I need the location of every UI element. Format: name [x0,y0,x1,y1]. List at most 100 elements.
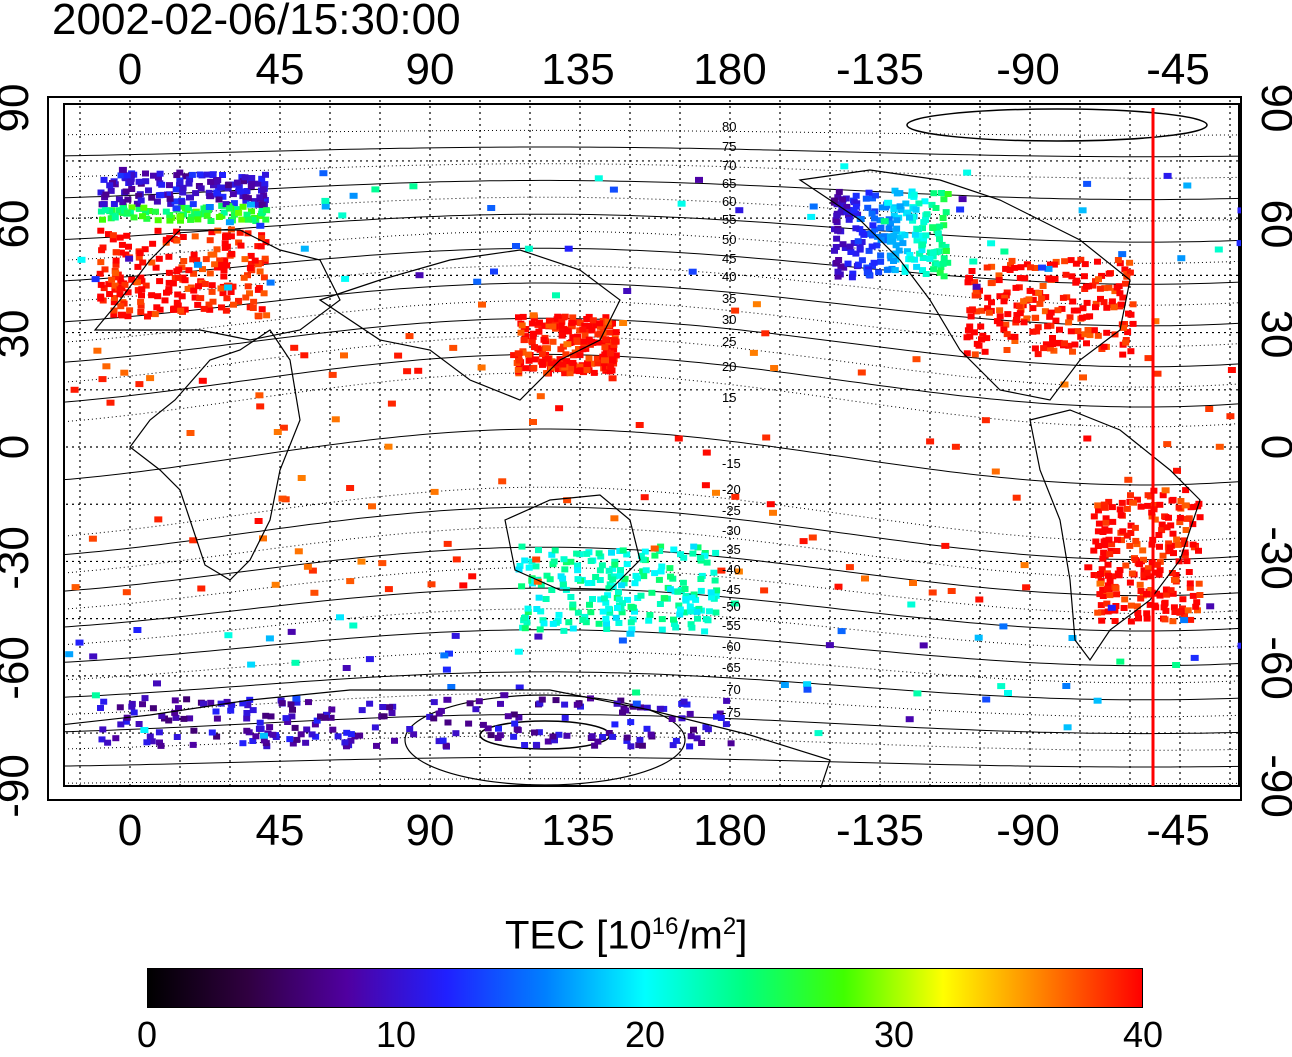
tec-cell [885,225,893,232]
tec-cell [242,197,250,204]
tec-cell [702,616,710,623]
tec-cell [289,706,296,713]
left-lat-label: -30 [0,526,38,590]
tec-cell [534,633,543,640]
tec-cell [1189,592,1197,599]
tec-cell [942,243,950,250]
tec-cell [698,740,706,746]
tec-cell [579,326,587,333]
tec-cell [963,350,971,357]
tec-cell [313,717,321,724]
tec-cell [701,552,709,559]
bottom-lon-label: 180 [693,806,766,855]
tec-cell [528,558,536,565]
contour-label: -55 [722,618,741,633]
tec-cell [936,236,943,243]
tec-cell [135,192,143,199]
tec-cell [125,243,132,250]
tec-cell [179,234,187,240]
tec-cell [1103,329,1111,336]
tec-cell [803,681,812,688]
tec-cell [173,228,181,235]
tec-cell [608,375,617,382]
tec-cell [858,239,866,245]
tec-cell [988,299,995,306]
tec-cell [515,566,523,573]
tec-cell [1116,290,1124,297]
contour-label: -45 [722,582,741,597]
tec-cell [1100,343,1108,350]
tec-cell [667,573,674,580]
tec-cell [99,726,107,733]
tec-cell [259,186,267,193]
tec-cell [846,243,854,250]
tec-cell [1068,273,1076,280]
tec-cell [606,350,614,357]
tec-cell [189,201,197,208]
tec-cell [551,547,559,554]
tec-cell [1029,296,1037,303]
tec-cell [555,405,564,412]
tec-cell [941,542,950,549]
tec-cell [263,207,271,214]
tec-cell [380,713,388,720]
tec-cell [890,258,897,264]
tec-cell [1137,588,1145,594]
tec-cell [1000,298,1008,305]
tec-cell [533,742,541,749]
tec-cell [627,743,635,750]
tec-cell [1126,542,1134,549]
tec-cell [1165,548,1173,555]
tec-cell [1118,251,1127,258]
tec-cell [256,194,264,201]
tec-cell [427,581,436,588]
tec-cell [1120,605,1128,611]
tec-cell [915,232,923,239]
tec-cell [1119,294,1127,301]
tec-cell [922,232,930,239]
tec-cell [551,737,558,744]
tec-cell [930,190,938,197]
tec-cell [956,206,965,213]
tec-cell [592,322,600,329]
tec-cell [676,606,684,613]
tec-cell [656,601,664,607]
tec-cell [1134,496,1141,503]
tec-cell [246,290,253,297]
tec-cell [286,736,294,743]
tec-cell [1094,258,1101,265]
tec-cell [995,277,1003,284]
tec-cell [623,551,631,558]
tec-cell [868,210,876,217]
tec-cell [597,596,605,603]
tec-cell [175,705,182,712]
tec-cell [693,608,701,615]
tec-cell [1163,524,1171,531]
tec-cell [111,274,119,281]
tec-cell [308,567,317,574]
tec-cell [524,609,532,615]
tec-cell [156,739,163,746]
tec-cell [347,731,355,738]
tec-cell [371,724,379,731]
tec-cell [243,727,251,734]
tec-cell [98,736,106,743]
tec-cell [1046,261,1054,268]
tec-cell [1078,314,1086,321]
tec-cell [1136,581,1144,588]
tec-cell [549,620,557,627]
tec-cell [627,619,635,626]
tec-cell [302,739,310,746]
tec-cell [599,339,607,346]
tec-cell [504,713,512,720]
map-title: 2002-02-06/15:30:00 [52,0,461,44]
tec-cell [519,349,527,356]
tec-cell [834,194,842,201]
colorbar-tick-label: 0 [136,1014,158,1055]
tec-cell [936,269,944,276]
tec-cell [1066,314,1074,321]
tec-cell [435,738,443,745]
tec-cell [522,365,530,372]
tec-cell [515,684,524,691]
tec-cell [124,289,132,296]
